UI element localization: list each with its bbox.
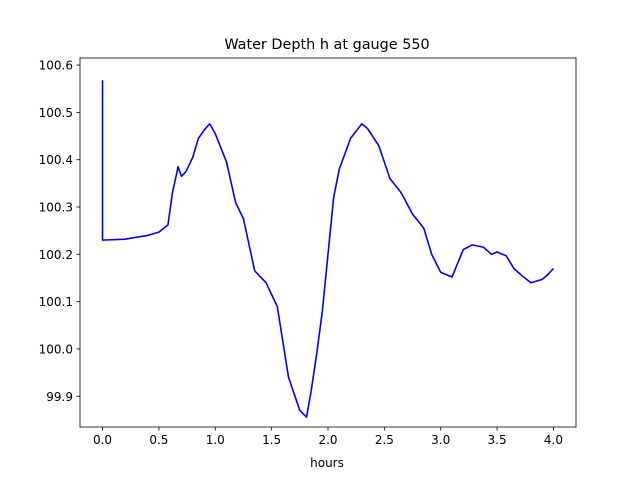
x-tick-label: 3.5	[488, 433, 507, 447]
plot-area: 0.0 0.5 1.0 1.5 2.0 2.5 3.0 3.5 4.0 99.9 100.0 100.…	[39, 57, 577, 447]
x-axis-label: hours	[310, 456, 344, 470]
y-tick-label: 99.9	[46, 390, 73, 404]
x-tick-label: 0.0	[93, 433, 112, 447]
y-tick-label: 100.0	[39, 342, 73, 356]
series-line-0	[101, 80, 555, 418]
chart-title: Water Depth h at gauge 550	[224, 37, 429, 53]
x-tick-label: 4.0	[544, 433, 563, 447]
y-tick-label: 100.6	[39, 59, 73, 73]
x-tick-label: 1.5	[262, 433, 281, 447]
y-tick-label: 100.5	[39, 106, 73, 120]
y-tick-label: 100.4	[39, 153, 73, 167]
y-tick-label: 100.2	[39, 248, 73, 262]
x-tick-label: 1.0	[206, 433, 225, 447]
x-tick-label: 2.5	[375, 433, 394, 447]
x-tick-label: 2.0	[318, 433, 337, 447]
y-tick-label: 100.3	[39, 201, 73, 215]
x-tick-label: 0.5	[149, 433, 168, 447]
x-tick-label: 3.0	[431, 433, 450, 447]
y-tick-label: 100.1	[39, 295, 73, 309]
